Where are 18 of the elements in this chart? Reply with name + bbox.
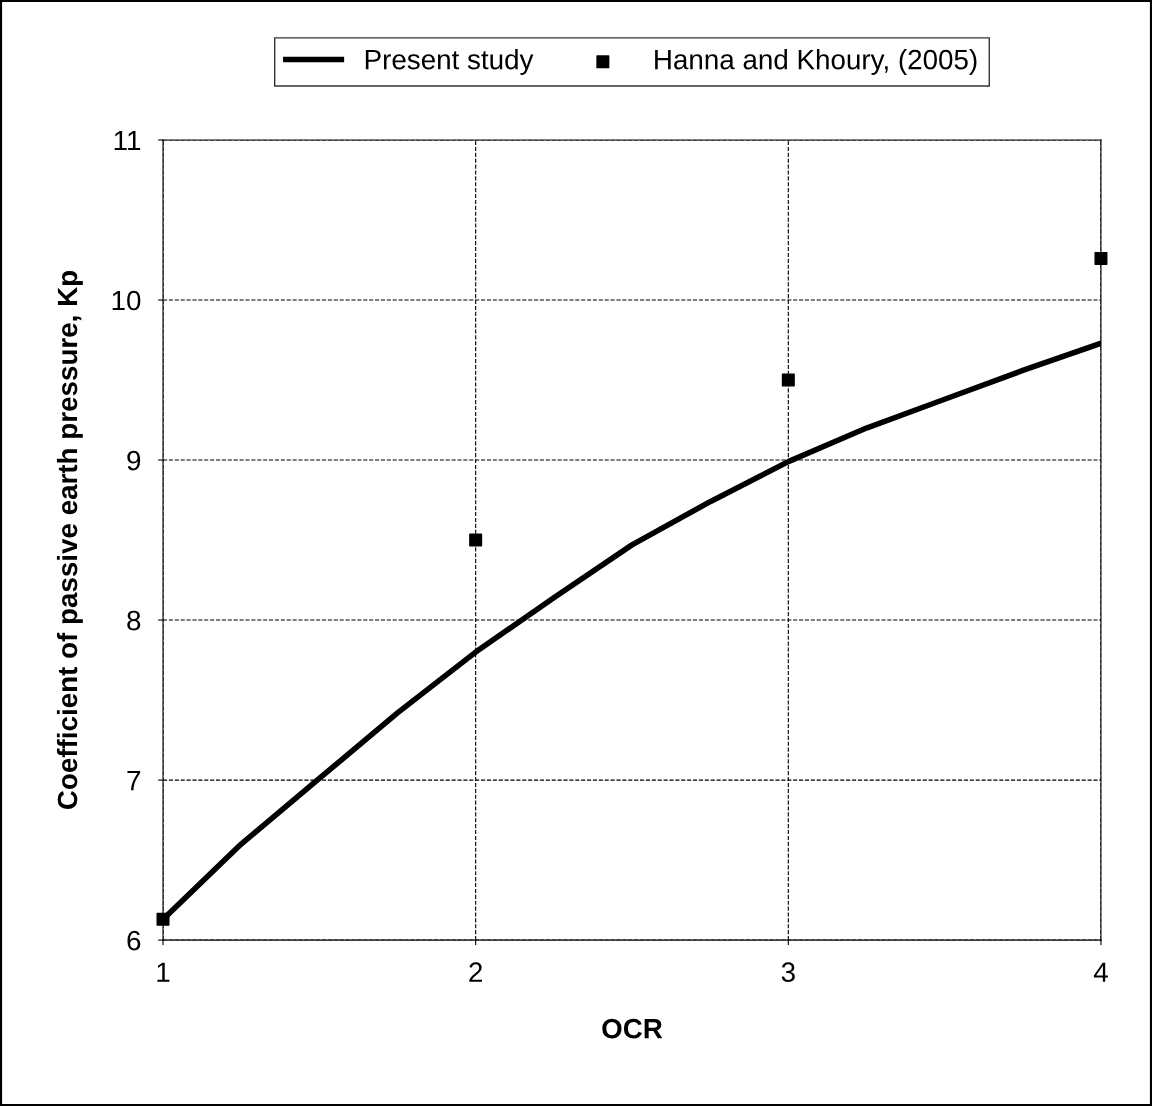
y-tick-label: 11 bbox=[114, 130, 141, 151]
point bbox=[156, 912, 170, 926]
point bbox=[469, 533, 483, 547]
point bbox=[1094, 251, 1108, 265]
x-tick-label: 4 bbox=[1093, 962, 1108, 982]
legend-label: Present study bbox=[365, 49, 534, 75]
x-tick-label: 2 bbox=[469, 962, 482, 982]
y-tick-label: 8 bbox=[127, 610, 141, 631]
x-axis-title: OCR bbox=[602, 1018, 663, 1039]
y-tick-label: 10 bbox=[112, 290, 141, 311]
y-tick-label: 7 bbox=[127, 771, 141, 791]
y-tick-label: 6 bbox=[127, 930, 141, 951]
y-tick-label: 9 bbox=[127, 450, 141, 471]
x-tick-label: 3 bbox=[781, 962, 795, 983]
point bbox=[781, 373, 795, 387]
legend-label: Hanna and Khoury, (2005) bbox=[655, 49, 977, 75]
y-axis-title: Coefficient of passive earth pressure, Kp bbox=[56, 271, 83, 810]
x-tick-label: 1 bbox=[157, 962, 170, 982]
